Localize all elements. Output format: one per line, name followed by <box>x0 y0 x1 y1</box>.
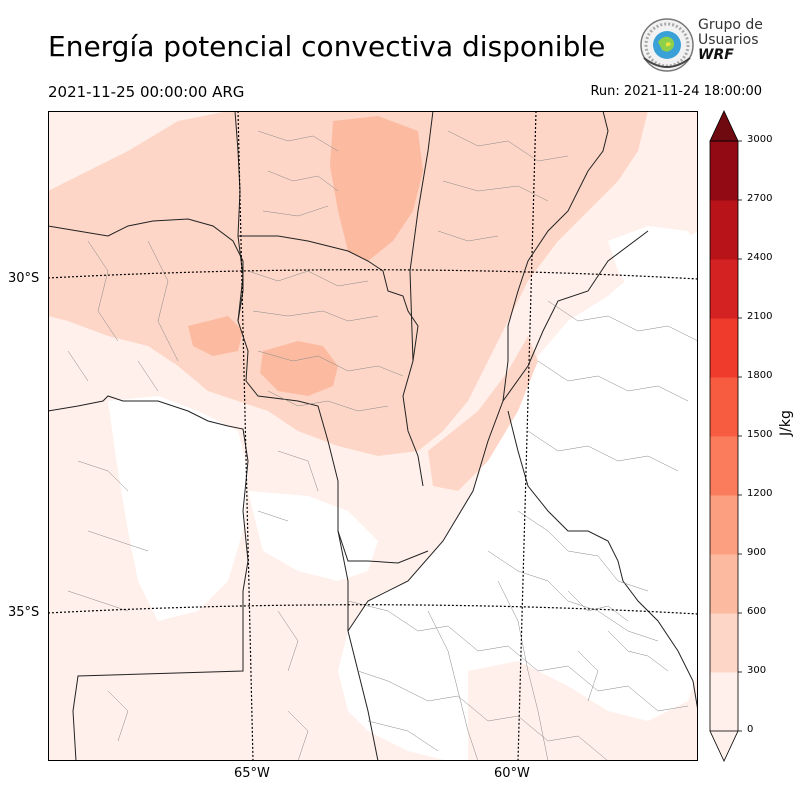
colorbar-bin <box>710 200 738 260</box>
cape-shading <box>48 111 698 761</box>
colorbar-bin <box>710 141 738 201</box>
colorbar-unit-label: J/kg <box>778 410 794 436</box>
lon-label-65w: 65°W <box>234 766 270 781</box>
colorbar-bin <box>710 259 738 319</box>
colorbar-tick-label: 1200 <box>747 488 773 499</box>
colorbar-tick-label: 1800 <box>747 370 773 381</box>
colorbar-bin <box>710 613 738 673</box>
colorbar-bin <box>710 436 738 496</box>
lat-label-30s: 30°S <box>8 271 40 286</box>
colorbar-tick-label: 0 <box>747 724 754 735</box>
colorbar-bin <box>710 495 738 555</box>
graticule <box>48 111 698 761</box>
colorbar-bin <box>710 672 738 732</box>
colorbar-extend-low <box>709 730 739 762</box>
valid-date: 2021-11-25 00:00:00 ARG <box>48 83 245 101</box>
colorbar <box>709 110 742 762</box>
colorbar-bin <box>710 554 738 614</box>
colorbar-tick-label: 2100 <box>747 311 773 322</box>
colorbar-tick-label: 600 <box>747 606 767 617</box>
colorbar-tick-label: 2700 <box>747 193 773 204</box>
map-frame <box>48 111 698 761</box>
lat-label-35s: 35°S <box>8 605 40 620</box>
province-borders <box>48 111 698 761</box>
run-date: Run: 2021-11-24 18:00:00 <box>590 84 762 99</box>
colorbar-bin <box>710 318 738 378</box>
colorbar-tick-label: 2400 <box>747 252 773 263</box>
logo-line-1: Grupo de <box>698 17 763 33</box>
department-borders <box>67 130 698 761</box>
wrf-globe-logo-icon <box>640 18 694 72</box>
cape-map <box>48 111 698 761</box>
logo-line-3: WRF <box>698 47 734 63</box>
colorbar-tick-label: 3000 <box>747 134 773 145</box>
wrf-logo: Grupo de Usuarios WRF <box>638 16 768 76</box>
colorbar-extend-high <box>709 110 739 142</box>
colorbar-tick-label: 900 <box>747 547 767 558</box>
page-title: Energía potencial convectiva disponible <box>48 30 606 63</box>
colorbar-tick-label: 1500 <box>747 429 773 440</box>
colorbar-tick-label: 300 <box>747 665 767 676</box>
lon-label-60w: 60°W <box>494 766 530 781</box>
logo-line-2: Usuarios <box>698 32 759 48</box>
colorbar-bin <box>710 377 738 437</box>
